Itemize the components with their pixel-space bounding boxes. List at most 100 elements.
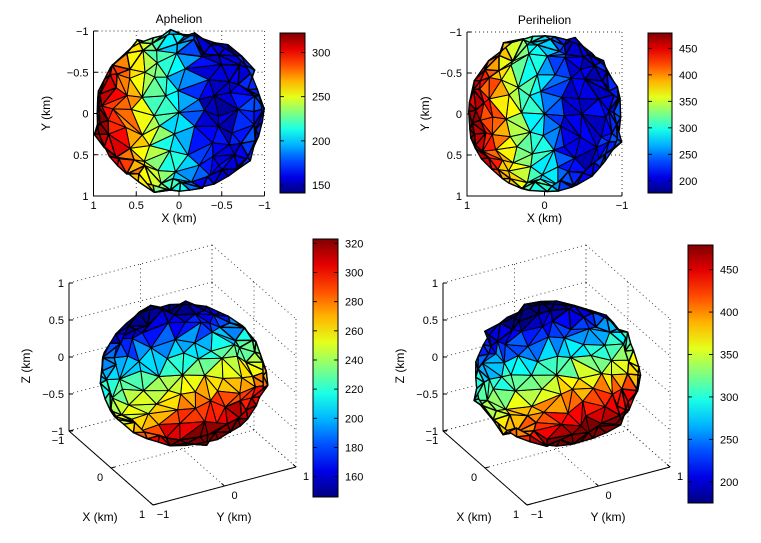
x-tick-label: 0.5 (129, 200, 144, 212)
y-tick-label: 0.5 (73, 150, 88, 162)
colorbar-gradient (647, 32, 673, 194)
mesh-face (245, 361, 267, 378)
grid-line (585, 318, 671, 394)
x-tick-label: 1 (139, 509, 145, 521)
y-tick-label: −0.5 (440, 68, 462, 80)
z-tick-label: −0.5 (416, 389, 438, 401)
colorbar-tick-label: 260 (345, 326, 363, 338)
y-tick-label: 0.5 (447, 150, 462, 162)
x-tick-label: −0.5 (211, 200, 233, 212)
y-tick-label: 1 (677, 471, 683, 483)
x-tick-label: 0 (176, 200, 182, 212)
colorbar-tick-label: 250 (679, 149, 697, 161)
x-tick-label: 1 (464, 200, 470, 212)
tick-mark (68, 429, 74, 432)
subplot-aphelion-2d: 1 0.5 0 −0.5 −1 −1 −0.5 0 0.5 1 Aphelion X (km) Y (k… (39, 12, 330, 225)
z-tick-label: 1 (432, 278, 438, 290)
colorbar: 200 250 300 350 400 450 (647, 32, 697, 194)
z-tick-label: 0 (432, 352, 438, 364)
mesh-face (236, 355, 254, 379)
grid-line (211, 392, 297, 468)
mesh-face (260, 100, 265, 115)
mesh-face (611, 360, 629, 376)
subplot-perihelion-2d: 1 0 −1 −1 −0.5 0 0.5 1 Perihelion X (km) Y (km) 200… (418, 13, 697, 225)
y-tick-label: −1 (76, 26, 89, 38)
z-tick-label: 0 (58, 352, 64, 364)
y-axis-label: Y (km) (39, 96, 53, 131)
grid-line (211, 318, 297, 394)
x-tick-label: −1 (258, 200, 271, 212)
x-tick-label: 0 (471, 472, 477, 484)
colorbar-tick-label: 350 (720, 349, 738, 361)
colorbar-tick-label: 300 (720, 392, 738, 404)
plot-title: Perihelion (518, 13, 571, 27)
tick-mark (152, 503, 158, 506)
y-tick-label: −0.5 (67, 67, 89, 79)
grid-line (585, 392, 671, 468)
colorbar-tick-label: 320 (345, 238, 363, 250)
tick-mark (484, 466, 490, 469)
colorbar-tick-label: 220 (345, 384, 363, 396)
x-tick-label: −1 (52, 435, 65, 447)
x-tick-label: −1 (616, 200, 629, 212)
x-tick-label: 1 (513, 509, 519, 521)
colorbar-gradient (687, 244, 714, 504)
z-tick-label: −1 (425, 426, 438, 438)
colorbar-tick-label: 150 (312, 180, 330, 192)
axes-3d: 10.50−0.5−1−101 −101 (416, 278, 683, 521)
tick-mark (526, 503, 532, 506)
grid-line (211, 355, 297, 431)
tick-mark (595, 483, 599, 487)
x-axis-label: X (km) (456, 510, 491, 524)
colorbar-tick-label: 200 (679, 176, 697, 188)
y-axis-label: Y (km) (216, 510, 251, 524)
mesh-face (598, 98, 610, 118)
colorbar-tick-label: 300 (345, 268, 363, 280)
colorbar-tick-label: 200 (312, 136, 330, 148)
grid-line (585, 355, 671, 431)
colorbar-tick-label: 250 (720, 434, 738, 446)
y-tick-label: −1 (157, 509, 170, 521)
x-axis-label: X (km) (161, 211, 196, 225)
tick-mark (666, 464, 671, 468)
x-tick-label: 0 (97, 472, 103, 484)
tick-mark (523, 502, 528, 506)
mesh-face (570, 357, 603, 379)
colorbar-tick-label: 160 (345, 472, 363, 484)
colorbar: 160 180 200 220 240 260 280 300 320 (312, 238, 363, 498)
tick-mark (149, 502, 154, 506)
tick-mark (292, 464, 297, 468)
mesh-face (262, 362, 267, 377)
colorbar-tick-label: 180 (345, 442, 363, 454)
mesh-face (213, 95, 239, 117)
z-tick-label: −0.5 (42, 389, 64, 401)
x-axis-label: X (km) (527, 211, 562, 225)
colorbar-tick-label: 300 (679, 123, 697, 135)
mesh-face (637, 366, 642, 377)
z-tick-label: 0.5 (423, 315, 438, 327)
y-tick-label: 1 (82, 191, 88, 203)
plot-title: Aphelion (156, 12, 203, 26)
temperature-mesh (93, 28, 265, 194)
grid-line (140, 411, 225, 487)
colorbar-tick-label: 450 (679, 43, 697, 55)
grid-line (211, 244, 297, 320)
grid-line (211, 281, 297, 357)
y-tick-label: −1 (449, 27, 462, 39)
y-tick-label: 0 (82, 109, 88, 121)
z-axis-label: Z (km) (393, 349, 407, 384)
colorbar-tick-label: 240 (345, 355, 363, 367)
axes: 1 0.5 0 −0.5 −1 −1 −0.5 0 0.5 1 (67, 26, 271, 212)
colorbar-tick-label: 350 (679, 96, 697, 108)
mesh-face (125, 172, 140, 175)
tick-mark (442, 429, 448, 432)
grid-line (514, 411, 599, 487)
mesh-face (561, 96, 583, 117)
z-tick-label: 0.5 (49, 315, 64, 327)
colorbar-tick-label: 200 (720, 477, 738, 489)
y-tick-label: 1 (303, 471, 309, 483)
